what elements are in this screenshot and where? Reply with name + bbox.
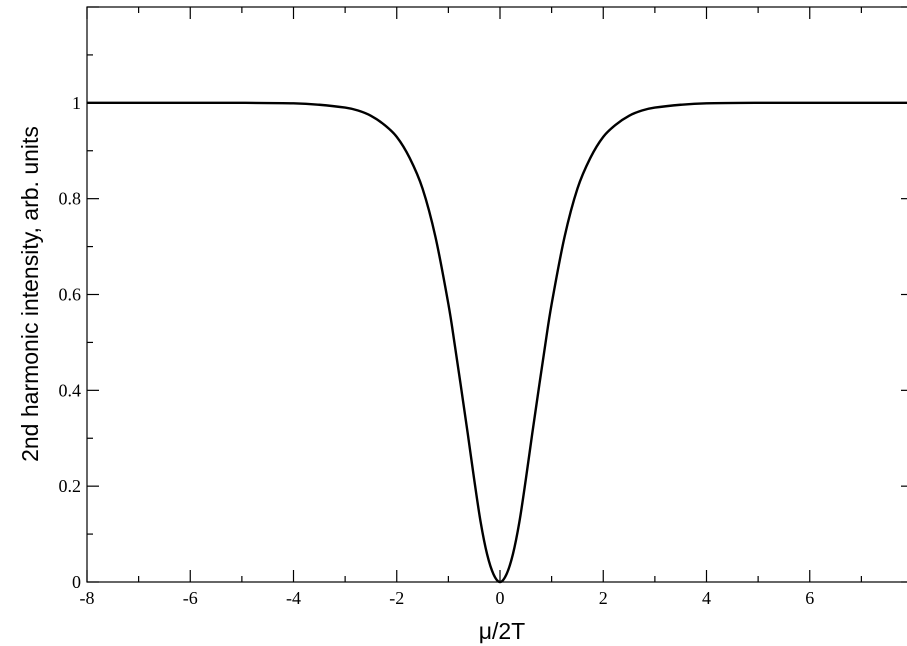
x-tick-label: -6 — [183, 588, 198, 608]
y-axis-title: 2nd harmonic intensity, arb. units — [17, 126, 43, 462]
y-tick-labels: 0 0.2 0.4 0.6 0.8 1 — [59, 93, 82, 592]
y-tick-label: 0.8 — [59, 189, 82, 209]
y-tick-label: 0.6 — [59, 285, 82, 305]
plot-frame — [86, 6, 907, 583]
x-tick-label: -8 — [80, 588, 95, 608]
y-tick-label: 1 — [72, 93, 81, 113]
minor-ticks — [87, 7, 862, 582]
x-tick-label: 2 — [599, 588, 608, 608]
major-ticks — [86, 6, 907, 583]
x-tick-labels: -8-6-4-202468 — [80, 588, 815, 608]
y-tick-label: 0.2 — [59, 476, 82, 496]
x-tick-label: 0 — [496, 588, 505, 608]
y-tick-label: 0.4 — [59, 380, 82, 400]
x-tick-label: -2 — [389, 588, 404, 608]
x-axis-title: μ/2T — [479, 618, 525, 644]
x-tick-label: 4 — [702, 588, 711, 608]
x-tick-label: -4 — [286, 588, 301, 608]
series-group — [87, 101, 907, 584]
series-line — [87, 101, 907, 584]
x-tick-label: 6 — [805, 588, 814, 608]
y-tick-label: 0 — [72, 572, 81, 592]
